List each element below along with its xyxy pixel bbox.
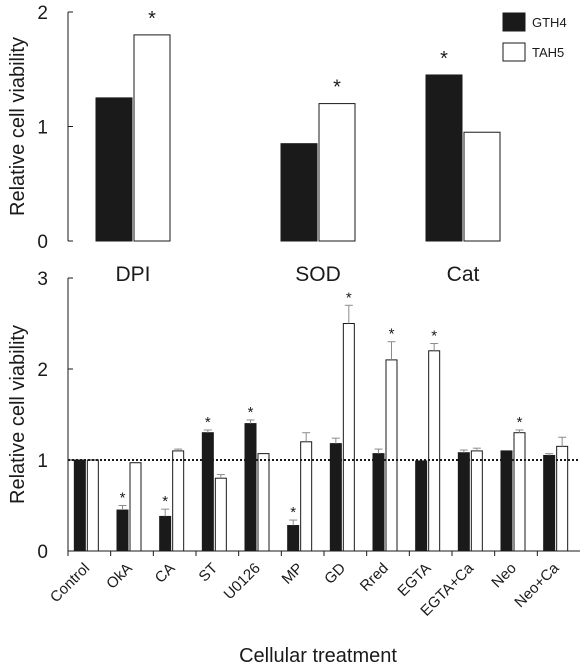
bottom-significance-mark: * (290, 504, 296, 521)
bottom-significance-mark: * (431, 328, 437, 345)
bottom-significance-mark: * (346, 289, 352, 306)
bottom-bar-tah5 (214, 477, 227, 552)
top-significance-mark: * (440, 48, 448, 70)
bottom-category-label: Rred (357, 560, 392, 595)
bottom-bar-tah5 (470, 450, 483, 552)
bottom-significance-mark: * (205, 414, 211, 431)
bottom-y-tick-label: 1 (37, 451, 48, 472)
bottom-bar-gth4 (415, 460, 428, 552)
bottom-bar-gth4 (457, 452, 470, 552)
bottom-category-label: ST (196, 560, 222, 586)
top-bar-gth4 (425, 74, 463, 242)
bottom-category-label: Neo (488, 560, 519, 591)
top-y-tick-label: 0 (37, 232, 48, 253)
bottom-category-label: Control (47, 560, 93, 606)
bottom-significance-mark: * (248, 404, 254, 421)
bottom-bar-gth4 (543, 454, 556, 552)
bottom-bar-gth4 (116, 509, 129, 552)
bottom-bar-tah5 (257, 453, 270, 552)
top-bar-tah5 (133, 34, 171, 242)
bottom-y-axis-label: Relative cell viability (7, 325, 29, 504)
legend-swatch-gth4 (502, 12, 526, 32)
bottom-panel (67, 277, 580, 556)
bottom-bar-gth4 (372, 453, 385, 552)
bottom-bar-tah5 (385, 359, 398, 552)
legend-label-gth4: GTH4 (532, 15, 567, 30)
bottom-bar-tah5 (86, 459, 99, 552)
bottom-bar-gth4 (244, 423, 257, 552)
legend-swatch-tah5 (502, 42, 526, 62)
bottom-bar-tah5 (428, 350, 441, 552)
bottom-significance-mark: * (517, 414, 523, 431)
bottom-category-label: CA (152, 560, 179, 587)
top-panel (67, 11, 526, 242)
top-bar-gth4 (95, 97, 133, 242)
bottom-y-tick-label: 3 (37, 269, 48, 290)
bottom-category-label: OkA (103, 560, 136, 593)
top-category-label: SOD (295, 263, 341, 286)
legend-label-tah5: TAH5 (532, 45, 564, 60)
bottom-y-tick-label: 2 (37, 360, 48, 381)
bottom-x-axis-label: Cellular treatment (239, 645, 397, 667)
top-bar-gth4 (280, 143, 318, 242)
bottom-bar-gth4 (73, 459, 86, 552)
bottom-bar-gth4 (201, 432, 214, 552)
bottom-category-label: Neo+Ca (511, 559, 563, 611)
bottom-bar-tah5 (129, 462, 142, 552)
bottom-significance-mark: * (120, 490, 126, 507)
bottom-category-label: U0126 (221, 560, 264, 603)
bottom-bar-gth4 (500, 450, 513, 552)
bottom-significance-mark: * (389, 326, 395, 343)
bottom-bar-tah5 (300, 441, 313, 552)
bottom-bar-tah5 (513, 432, 526, 552)
bottom-bar-gth4 (287, 525, 300, 552)
bottom-category-label: GD (321, 560, 349, 588)
bottom-y-tick-label: 0 (37, 542, 48, 563)
bottom-bar-gth4 (329, 443, 342, 552)
top-bar-tah5 (463, 131, 501, 242)
bottom-significance-mark: * (162, 493, 168, 510)
top-category-label: Cat (447, 263, 480, 286)
top-significance-mark: * (333, 77, 341, 99)
bottom-bar-gth4 (159, 515, 172, 552)
bottom-bar-tah5 (172, 450, 185, 552)
top-bar-tah5 (318, 103, 356, 242)
bottom-category-label: MP (279, 560, 307, 588)
bottom-bar-tah5 (556, 445, 569, 552)
top-y-tick-label: 2 (37, 3, 48, 24)
top-y-tick-label: 1 (37, 118, 48, 139)
top-significance-mark: * (148, 8, 156, 30)
top-y-axis-label: Relative cell viability (7, 37, 29, 216)
top-category-label: DPI (115, 263, 150, 286)
bottom-category-label: EGTA (394, 560, 434, 600)
bottom-bar-tah5 (342, 323, 355, 552)
